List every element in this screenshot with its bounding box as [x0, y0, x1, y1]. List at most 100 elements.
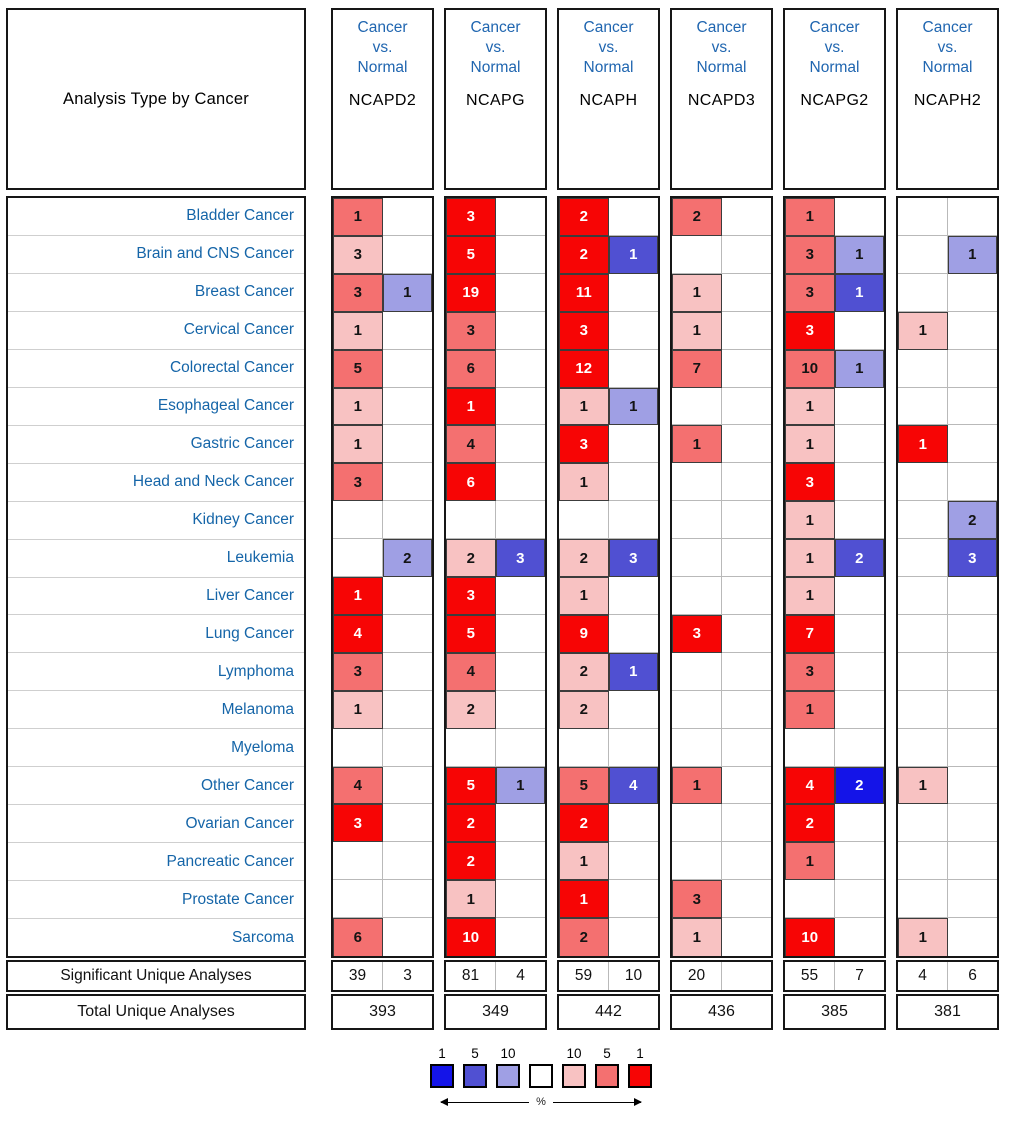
cell-ncapg-cervical-cancer-up[interactable]: 3 — [446, 311, 496, 350]
cell-ncapg-melanoma-up[interactable]: 2 — [446, 690, 496, 729]
cell-ncapd2-lung-cancer-up[interactable]: 4 — [333, 614, 383, 653]
row-label-lymphoma[interactable]: Lymphoma — [8, 653, 304, 692]
cell-ncaph-bladder-cancer-up[interactable]: 2 — [559, 198, 609, 236]
cell-ncapg-liver-cancer-up[interactable]: 3 — [446, 577, 496, 615]
cell-ncaph-ovarian-cancer-up[interactable]: 2 — [559, 804, 609, 843]
cell-ncapg-other-cancer-down[interactable]: 1 — [495, 766, 545, 805]
row-label-myeloma[interactable]: Myeloma — [8, 729, 304, 768]
cell-ncapg2-other-cancer-up[interactable]: 4 — [785, 766, 835, 805]
row-label-melanoma[interactable]: Melanoma — [8, 691, 304, 730]
row-label-sarcoma[interactable]: Sarcoma — [231, 928, 294, 946]
row-label-head-and-neck-cancer[interactable]: Head and Neck Cancer — [8, 464, 304, 502]
cell-ncapg2-colorectal-cancer-down[interactable]: 1 — [834, 349, 884, 388]
cell-ncapg2-melanoma-up[interactable]: 1 — [785, 690, 835, 729]
cell-ncaph2-leukemia-down[interactable]: 3 — [947, 539, 997, 577]
cell-ncapd2-esophageal-cancer-up[interactable]: 1 — [333, 387, 383, 426]
cell-ncaph-lymphoma-down[interactable]: 1 — [608, 652, 658, 691]
cell-ncapd2-head-and-neck-cancer-up[interactable]: 3 — [333, 463, 383, 502]
cell-ncapg-breast-cancer-up[interactable]: 19 — [446, 273, 496, 312]
row-label-cervical-cancer[interactable]: Cervical Cancer — [8, 312, 304, 350]
cell-ncapg-leukemia-down[interactable]: 3 — [495, 539, 545, 577]
cell-ncapg2-gastric-cancer-up[interactable]: 1 — [785, 425, 835, 464]
cell-ncapd3-other-cancer-up[interactable]: 1 — [672, 766, 722, 805]
cell-ncaph2-other-cancer-up[interactable]: 1 — [898, 766, 948, 805]
cell-ncapg-lymphoma-up[interactable]: 4 — [446, 652, 496, 691]
cell-ncaph-liver-cancer-up[interactable]: 1 — [559, 577, 609, 615]
cell-ncapd2-lymphoma-up[interactable]: 3 — [333, 652, 383, 691]
cell-ncapd2-cervical-cancer-up[interactable]: 1 — [333, 311, 383, 350]
cell-ncaph-esophageal-cancer-up[interactable]: 1 — [559, 387, 609, 426]
row-label-kidney-cancer[interactable]: Kidney Cancer — [8, 502, 304, 540]
cell-ncapg-prostate-cancer-up[interactable]: 1 — [446, 880, 496, 919]
cell-ncapg-head-and-neck-cancer-up[interactable]: 6 — [446, 463, 496, 502]
cell-ncapg2-brain-and-cns-cancer-up[interactable]: 3 — [785, 235, 835, 274]
cell-ncapg-sarcoma-up[interactable]: 10 — [446, 918, 496, 956]
cell-ncapg2-colorectal-cancer-up[interactable]: 10 — [785, 349, 835, 388]
cell-ncaph2-brain-and-cns-cancer-down[interactable]: 1 — [947, 235, 997, 274]
cell-ncapg2-lymphoma-up[interactable]: 3 — [785, 652, 835, 691]
row-label-leukemia[interactable]: Leukemia — [8, 540, 304, 578]
cell-ncapg2-esophageal-cancer-up[interactable]: 1 — [785, 387, 835, 426]
cell-ncaph-leukemia-up[interactable]: 2 — [559, 539, 609, 577]
cell-ncapg2-cervical-cancer-up[interactable]: 3 — [785, 311, 835, 350]
cell-ncapg2-lung-cancer-up[interactable]: 7 — [785, 614, 835, 653]
cell-ncapg-pancreatic-cancer-up[interactable]: 2 — [446, 842, 496, 881]
cell-ncapg-gastric-cancer-up[interactable]: 4 — [446, 425, 496, 464]
cell-ncaph2-kidney-cancer-down[interactable]: 2 — [947, 501, 997, 540]
cell-ncaph-lung-cancer-up[interactable]: 9 — [559, 614, 609, 653]
cell-ncapg2-leukemia-down[interactable]: 2 — [834, 539, 884, 577]
cell-ncaph-cervical-cancer-up[interactable]: 3 — [559, 311, 609, 350]
cell-ncaph-other-cancer-up[interactable]: 5 — [559, 766, 609, 805]
cell-ncaph-prostate-cancer-up[interactable]: 1 — [559, 880, 609, 919]
cell-ncaph-sarcoma-up[interactable]: 2 — [559, 918, 609, 956]
cell-ncapg2-pancreatic-cancer-up[interactable]: 1 — [785, 842, 835, 881]
cell-ncapg2-head-and-neck-cancer-up[interactable]: 3 — [785, 463, 835, 502]
cell-ncaph-brain-and-cns-cancer-down[interactable]: 1 — [608, 235, 658, 274]
cell-ncapg-leukemia-up[interactable]: 2 — [446, 539, 496, 577]
cell-ncapd2-breast-cancer-down[interactable]: 1 — [382, 273, 432, 312]
cell-ncapg2-breast-cancer-down[interactable]: 1 — [834, 273, 884, 312]
cell-ncaph-leukemia-down[interactable]: 3 — [608, 539, 658, 577]
cell-ncapd3-breast-cancer-up[interactable]: 1 — [672, 273, 722, 312]
cell-ncapd2-gastric-cancer-up[interactable]: 1 — [333, 425, 383, 464]
cell-ncaph-melanoma-up[interactable]: 2 — [559, 690, 609, 729]
cell-ncapd3-sarcoma-up[interactable]: 1 — [672, 918, 722, 956]
cell-ncapg2-ovarian-cancer-up[interactable]: 2 — [785, 804, 835, 843]
cell-ncapd2-colorectal-cancer-up[interactable]: 5 — [333, 349, 383, 388]
cell-ncaph-head-and-neck-cancer-up[interactable]: 1 — [559, 463, 609, 502]
cell-ncapg2-bladder-cancer-up[interactable]: 1 — [785, 198, 835, 236]
cell-ncapg-esophageal-cancer-up[interactable]: 1 — [446, 387, 496, 426]
cell-ncaph-colorectal-cancer-up[interactable]: 12 — [559, 349, 609, 388]
row-label-prostate-cancer[interactable]: Prostate Cancer — [8, 881, 304, 920]
cell-ncapd2-brain-and-cns-cancer-up[interactable]: 3 — [333, 235, 383, 274]
cell-ncapd3-colorectal-cancer-up[interactable]: 7 — [672, 349, 722, 388]
cell-ncapd2-bladder-cancer-up[interactable]: 1 — [333, 198, 383, 236]
row-label-bladder-cancer[interactable]: Bladder Cancer — [8, 198, 304, 236]
cell-ncapd3-bladder-cancer-up[interactable]: 2 — [672, 198, 722, 236]
row-label-gastric-cancer[interactable]: Gastric Cancer — [8, 426, 304, 464]
row-label-pancreatic-cancer[interactable]: Pancreatic Cancer — [8, 843, 304, 882]
cell-ncapg-bladder-cancer-up[interactable]: 3 — [446, 198, 496, 236]
cell-ncaph2-sarcoma-up[interactable]: 1 — [898, 918, 948, 956]
cell-ncaph-esophageal-cancer-down[interactable]: 1 — [608, 387, 658, 426]
cell-ncaph2-gastric-cancer-up[interactable]: 1 — [898, 425, 948, 464]
cell-ncaph2-cervical-cancer-up[interactable]: 1 — [898, 311, 948, 350]
cell-ncapd2-liver-cancer-up[interactable]: 1 — [333, 577, 383, 615]
row-label-ovarian-cancer[interactable]: Ovarian Cancer — [8, 805, 304, 844]
row-label-lung-cancer[interactable]: Lung Cancer — [8, 615, 304, 654]
cell-ncapd3-cervical-cancer-up[interactable]: 1 — [672, 311, 722, 350]
cell-ncaph-other-cancer-down[interactable]: 4 — [608, 766, 658, 805]
row-label-breast-cancer[interactable]: Breast Cancer — [8, 274, 304, 312]
cell-ncapd2-melanoma-up[interactable]: 1 — [333, 690, 383, 729]
cell-ncapg2-brain-and-cns-cancer-down[interactable]: 1 — [834, 235, 884, 274]
row-label-other-cancer[interactable]: Other Cancer — [8, 767, 304, 806]
cell-ncaph-gastric-cancer-up[interactable]: 3 — [559, 425, 609, 464]
row-label-liver-cancer[interactable]: Liver Cancer — [8, 578, 304, 616]
cell-ncapd2-other-cancer-up[interactable]: 4 — [333, 766, 383, 805]
cell-ncapg2-other-cancer-down[interactable]: 2 — [834, 766, 884, 805]
row-label-esophageal-cancer[interactable]: Esophageal Cancer — [8, 388, 304, 426]
cell-ncapd3-lung-cancer-up[interactable]: 3 — [672, 614, 722, 653]
cell-ncapg2-liver-cancer-up[interactable]: 1 — [785, 577, 835, 615]
cell-ncapd2-leukemia-down[interactable]: 2 — [382, 539, 432, 577]
cell-ncapd2-ovarian-cancer-up[interactable]: 3 — [333, 804, 383, 843]
